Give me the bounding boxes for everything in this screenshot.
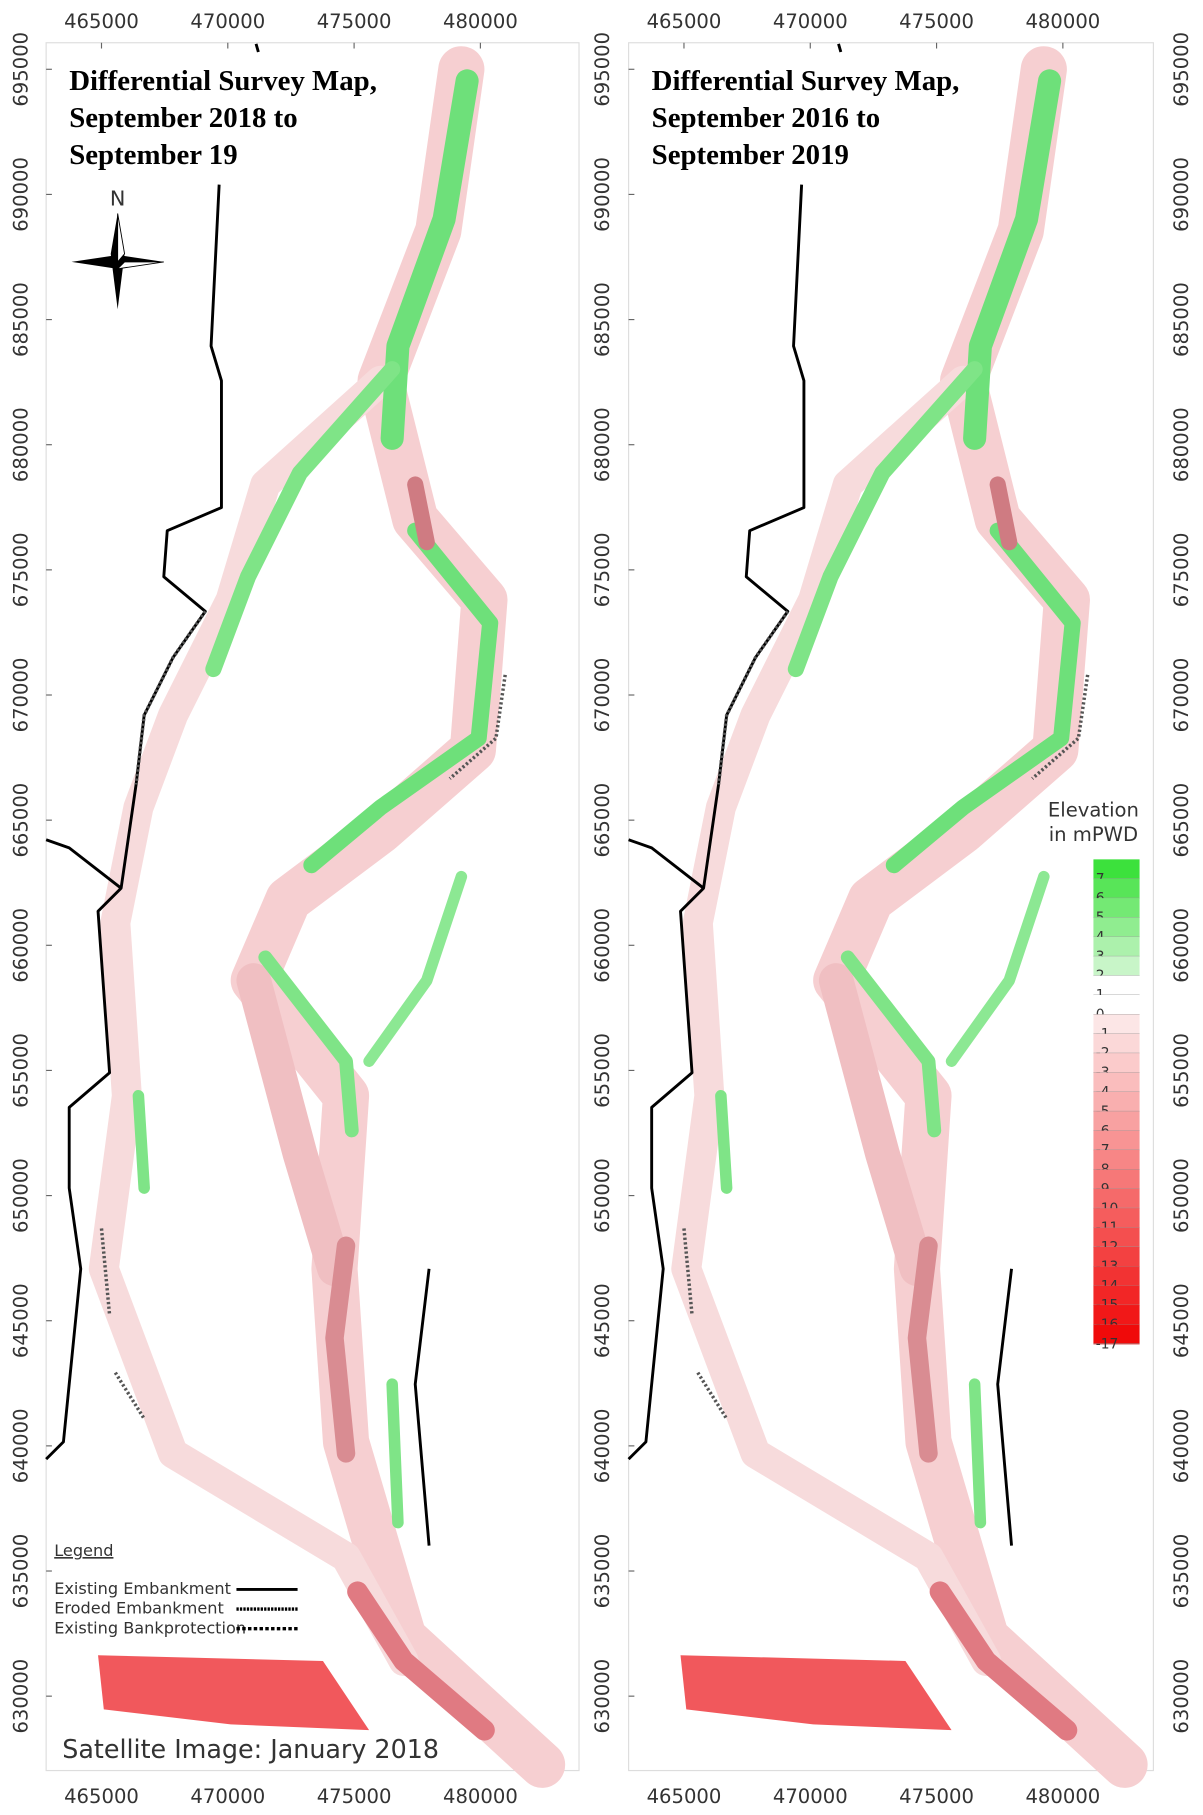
river-survey bbox=[46, 44, 542, 1765]
y-tick-label: 640000 bbox=[1170, 1408, 1193, 1483]
y-tick-label: 685000 bbox=[10, 282, 33, 357]
river-survey bbox=[629, 44, 1125, 1765]
y-tick-label: 675000 bbox=[591, 532, 614, 607]
map-title: September 19 bbox=[69, 139, 237, 171]
map-panel: 465000 465000 470000 470000 475000 475000 4800… bbox=[10, 10, 579, 1808]
y-tick-label: 695000 bbox=[1170, 32, 1193, 107]
y-tick-label: 665000 bbox=[1170, 783, 1193, 858]
x-tick-label: 470000 bbox=[190, 10, 265, 33]
image-note: Satellite Image: January 2018 bbox=[62, 1734, 439, 1764]
colorbar-label: -17 bbox=[1096, 1336, 1119, 1352]
y-tick-label: 650000 bbox=[10, 1158, 33, 1233]
y-tick-label: 670000 bbox=[591, 658, 614, 733]
colorbar-title: Elevation bbox=[1048, 799, 1139, 822]
legend-item: Existing Bankprotection bbox=[54, 1618, 246, 1637]
y-tick-label: 640000 bbox=[10, 1408, 33, 1483]
x-tick-label: 475000 bbox=[317, 1785, 392, 1808]
y-tick-label: 665000 bbox=[591, 783, 614, 858]
y-tick-label: 685000 bbox=[591, 282, 614, 357]
x-tick-label: 470000 bbox=[190, 1785, 265, 1808]
y-tick-label: 660000 bbox=[10, 908, 33, 983]
y-tick-label: 660000 bbox=[1170, 908, 1193, 983]
map-figure: 465000 465000 470000 470000 475000 475000 4800… bbox=[0, 0, 1203, 1811]
x-tick-label: 480000 bbox=[1025, 1785, 1100, 1808]
x-tick-label: 475000 bbox=[899, 1785, 974, 1808]
x-tick-label: 465000 bbox=[64, 10, 139, 33]
legend-title: Legend bbox=[54, 1541, 113, 1560]
y-tick-label: 645000 bbox=[10, 1283, 33, 1358]
x-tick-label: 470000 bbox=[773, 10, 848, 33]
y-tick-label: 655000 bbox=[10, 1033, 33, 1108]
panels: 465000 465000 470000 470000 475000 475000 4800… bbox=[10, 10, 1193, 1808]
y-tick-label: 680000 bbox=[10, 407, 33, 482]
y-tick-label: 645000 bbox=[591, 1283, 614, 1358]
x-tick-label: 465000 bbox=[647, 10, 722, 33]
map-title: September 2018 to bbox=[69, 102, 297, 134]
x-tick-label: 480000 bbox=[443, 1785, 518, 1808]
y-tick-label: 690000 bbox=[10, 157, 33, 232]
y-tick-label: 645000 bbox=[1170, 1283, 1193, 1358]
y-tick-label: 630000 bbox=[1170, 1659, 1193, 1734]
colorbar-title: in mPWD bbox=[1049, 823, 1138, 846]
y-tick-label: 680000 bbox=[591, 407, 614, 482]
map-title: September 2016 to bbox=[652, 102, 880, 134]
y-tick-label: 695000 bbox=[10, 32, 33, 107]
legend-item: Existing Embankment bbox=[54, 1579, 231, 1598]
map-title: September 2019 bbox=[652, 139, 849, 171]
y-tick-label: 665000 bbox=[10, 783, 33, 858]
y-tick-label: 635000 bbox=[10, 1534, 33, 1609]
y-tick-label: 630000 bbox=[10, 1659, 33, 1734]
y-tick-label: 630000 bbox=[591, 1659, 614, 1734]
y-tick-label: 650000 bbox=[591, 1158, 614, 1233]
north-arrow: N bbox=[72, 186, 164, 309]
legend-item: Eroded Embankment bbox=[54, 1599, 224, 1618]
y-tick-label: 675000 bbox=[10, 532, 33, 607]
x-tick-label: 480000 bbox=[443, 10, 518, 33]
y-tick-label: 670000 bbox=[10, 658, 33, 733]
y-tick-label: 655000 bbox=[591, 1033, 614, 1108]
x-tick-label: 465000 bbox=[647, 1785, 722, 1808]
y-tick-label: 695000 bbox=[591, 32, 614, 107]
y-tick-label: 635000 bbox=[1170, 1534, 1193, 1609]
map-title: Differential Survey Map, bbox=[69, 65, 377, 97]
y-tick-label: 690000 bbox=[1170, 157, 1193, 232]
y-tick-label: 650000 bbox=[1170, 1158, 1193, 1233]
x-tick-label: 475000 bbox=[317, 10, 392, 33]
x-tick-label: 475000 bbox=[899, 10, 974, 33]
y-tick-label: 690000 bbox=[591, 157, 614, 232]
north-label: N bbox=[110, 186, 126, 210]
y-tick-label: 655000 bbox=[1170, 1033, 1193, 1108]
y-tick-label: 675000 bbox=[1170, 532, 1193, 607]
y-tick-label: 635000 bbox=[591, 1534, 614, 1609]
x-tick-label: 465000 bbox=[64, 1785, 139, 1808]
y-tick-label: 660000 bbox=[591, 908, 614, 983]
y-tick-label: 685000 bbox=[1170, 282, 1193, 357]
y-tick-label: 670000 bbox=[1170, 658, 1193, 733]
y-tick-label: 680000 bbox=[1170, 407, 1193, 482]
map-title: Differential Survey Map, bbox=[652, 65, 960, 97]
x-tick-label: 480000 bbox=[1025, 10, 1100, 33]
y-tick-label: 640000 bbox=[591, 1408, 614, 1483]
x-tick-label: 470000 bbox=[773, 1785, 848, 1808]
